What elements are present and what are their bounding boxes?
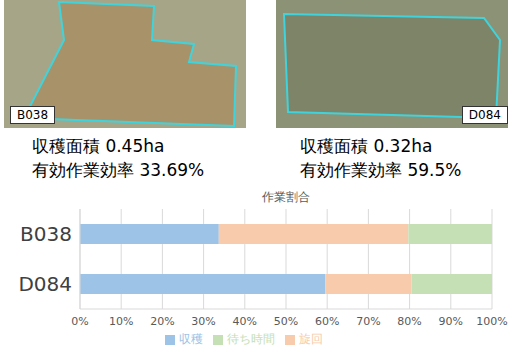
html-text:有効作業効率 59.5%: 有効作業効率 59.5%: [300, 160, 462, 180]
html-text:収穫面積 0.45ha: 収穫面積 0.45ha: [32, 136, 165, 156]
svg-text:20%: 20%: [150, 315, 174, 328]
html-text:収穫面積 0.32ha: 収穫面積 0.32ha: [300, 136, 433, 156]
svg-text:D084: D084: [18, 272, 72, 296]
svg-text:70%: 70%: [356, 315, 380, 328]
svg-text:50%: 50%: [274, 315, 298, 328]
html-text:収穫: 収穫: [179, 332, 203, 346]
svg-text:10%: 10%: [109, 315, 133, 328]
html-text:D084: D084: [468, 108, 501, 122]
svg-text:30%: 30%: [191, 315, 215, 328]
html-text:待ち時間: 待ち時間: [227, 332, 275, 346]
svg-text:90%: 90%: [439, 315, 463, 328]
svg-text:40%: 40%: [233, 315, 257, 328]
svg-text:100%: 100%: [476, 315, 507, 328]
html-text:B038: B038: [17, 108, 49, 122]
svg-text:0%: 0%: [71, 315, 88, 328]
svg-text:80%: 80%: [397, 315, 421, 328]
html-text:有効作業効率 33.69%: 有効作業効率 33.69%: [32, 160, 205, 180]
svg-text:B038: B038: [20, 222, 72, 246]
svg-text:60%: 60%: [315, 315, 339, 328]
html-text:旋回: 旋回: [299, 332, 323, 346]
html-text:作業割合: 作業割合: [262, 190, 310, 204]
